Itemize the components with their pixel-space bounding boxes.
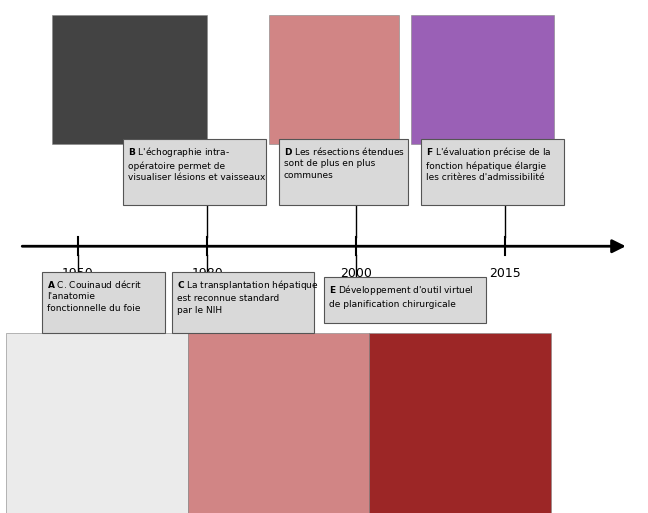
Text: $\bf{D}$ Les résections étendues
sont de plus en plus
communes: $\bf{D}$ Les résections étendues sont de…: [284, 145, 405, 180]
Text: 2015: 2015: [490, 267, 521, 280]
FancyBboxPatch shape: [172, 272, 314, 333]
Text: 2000: 2000: [340, 267, 373, 280]
FancyBboxPatch shape: [6, 333, 188, 513]
Text: $\bf{E}$ Développement d'outil virtuel
de planification chirurgicale: $\bf{E}$ Développement d'outil virtuel d…: [329, 283, 474, 309]
Text: $\bf{F}$ L'évaluation précise de la
fonction hépatique élargie
les critères d'ad: $\bf{F}$ L'évaluation précise de la fonc…: [426, 145, 552, 182]
Text: $\bf{B}$ L'échographie intra-
opératoire permet de
visualiser lésions et vaissea: $\bf{B}$ L'échographie intra- opératoire…: [128, 145, 266, 182]
FancyBboxPatch shape: [269, 15, 399, 144]
Text: 1980: 1980: [192, 267, 223, 280]
FancyBboxPatch shape: [42, 272, 165, 333]
Text: $\bf{A}$ C. Couinaud décrit
l'anatomie
fonctionnelle du foie: $\bf{A}$ C. Couinaud décrit l'anatomie f…: [47, 278, 143, 313]
Text: 1950: 1950: [62, 267, 93, 280]
Text: $\bf{C}$ La transplantation hépatique
est reconnue standard
par le NIH: $\bf{C}$ La transplantation hépatique es…: [177, 278, 319, 315]
FancyBboxPatch shape: [369, 333, 551, 513]
FancyBboxPatch shape: [52, 15, 207, 144]
FancyBboxPatch shape: [188, 333, 369, 513]
FancyBboxPatch shape: [411, 15, 554, 144]
FancyBboxPatch shape: [123, 139, 266, 205]
FancyBboxPatch shape: [421, 139, 564, 205]
FancyBboxPatch shape: [324, 277, 486, 323]
FancyBboxPatch shape: [279, 139, 408, 205]
